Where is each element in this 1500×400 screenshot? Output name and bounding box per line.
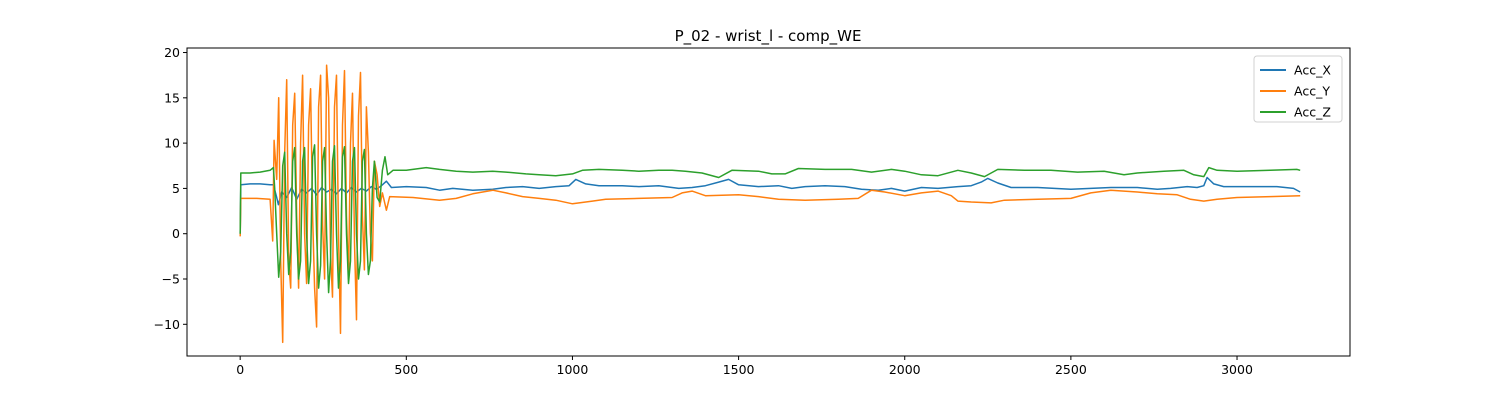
y-tick-label: 10	[164, 136, 180, 151]
y-tick-label: −5	[162, 272, 180, 287]
plot-frame	[186, 47, 1351, 357]
x-tick-label: 500	[394, 362, 418, 377]
y-tick-label: 5	[172, 181, 180, 196]
x-tick-label: 1500	[723, 362, 755, 377]
series-line-acc-y	[239, 64, 1301, 344]
plot-lines	[239, 64, 1301, 344]
legend: Acc_X Acc_Y Acc_Z	[1253, 55, 1343, 123]
y-axis: −10 −5 0 5 10 15 20	[154, 45, 187, 332]
legend-label: Acc_X	[1294, 63, 1331, 78]
x-tick-label: 2000	[889, 362, 921, 377]
y-tick-label: 15	[164, 90, 180, 105]
series-line-acc-x	[239, 176, 1301, 234]
series-line-acc-z	[239, 144, 1301, 294]
chart-title: P_02 - wrist_l - comp_WE	[675, 27, 862, 46]
x-axis: 0 500 1000 1500 2000 2500 3000	[236, 356, 1253, 377]
y-tick-label: 20	[164, 45, 180, 60]
y-tick-label: −10	[154, 317, 180, 332]
x-tick-label: 1000	[557, 362, 589, 377]
legend-box	[1253, 55, 1343, 123]
legend-label: Acc_Y	[1294, 84, 1330, 99]
x-tick-label: 3000	[1221, 362, 1253, 377]
legend-label: Acc_Z	[1294, 105, 1331, 120]
y-tick-label: 0	[172, 226, 180, 241]
x-tick-label: 0	[236, 362, 244, 377]
x-tick-label: 2500	[1055, 362, 1087, 377]
